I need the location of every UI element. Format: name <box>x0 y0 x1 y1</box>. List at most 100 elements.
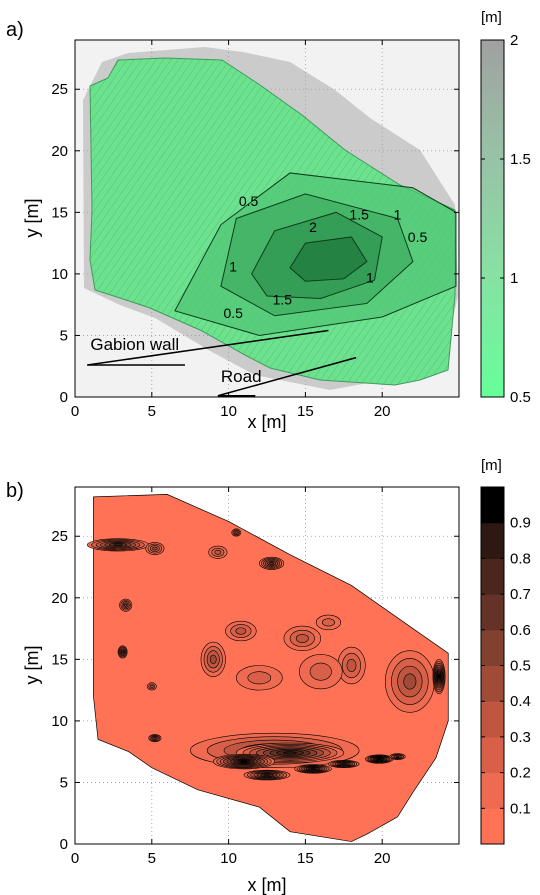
panel-b-colorbar <box>480 486 505 845</box>
difference-feature <box>432 659 446 695</box>
colorbar-step <box>481 772 504 809</box>
panel-b-letter: b) <box>6 480 24 502</box>
panel-a-axes-frame <box>74 39 460 398</box>
panel-b-x-axis-label: x [m] <box>248 875 287 895</box>
difference-feature <box>148 734 162 743</box>
difference-feature <box>146 682 157 691</box>
difference-feature <box>384 650 435 713</box>
y-tick-label: 5 <box>60 774 68 791</box>
difference-feature <box>117 645 128 659</box>
annotation-label: Gabion wall <box>90 335 179 354</box>
panel-a-plot-area: 0.5 1.5 1 2 0.5 1 1 1.5 0.5 Gabion wall Road <box>75 40 459 397</box>
y-tick-label: 0 <box>60 836 68 853</box>
panel-a-x-axis-label: x [m] <box>248 412 287 432</box>
annotation-label: Road <box>221 367 262 386</box>
panel-a-colorbar-unit: [m] <box>481 9 502 26</box>
panel-b-x-ticks: 0 5 10 15 20 <box>71 487 391 867</box>
y-tick-label: 15 <box>51 651 68 668</box>
difference-feature <box>119 598 133 612</box>
contour-label: 1.5 <box>349 207 369 223</box>
contour-label: 1.5 <box>273 292 293 308</box>
contour-ring <box>269 561 274 565</box>
y-tick-label: 10 <box>51 713 68 730</box>
x-tick-label: 5 <box>148 850 156 867</box>
y-tick-label: 25 <box>51 81 68 98</box>
contour-ring <box>377 758 381 760</box>
panel-a-y-ticks: 0 5 10 15 20 25 <box>51 81 459 406</box>
contour-label: 0.5 <box>223 305 243 321</box>
contour-label: 0.5 <box>408 229 428 245</box>
panel-a-annotations: Gabion wall Road <box>87 329 357 397</box>
panel-b-features <box>86 528 446 781</box>
colorbar-tick-label: 0.8 <box>510 550 531 567</box>
contour-ring <box>295 634 309 643</box>
panel-b-colorbar-unit: [m] <box>481 457 502 474</box>
panel-a-y-axis-label: y [m] <box>22 199 42 238</box>
difference-feature <box>235 742 345 764</box>
contour-ring <box>346 659 357 672</box>
contour-ring <box>121 650 124 654</box>
difference-feature <box>365 754 394 764</box>
contour-label: 2 <box>309 219 317 235</box>
colorbar-tick-label: 0.9 <box>510 515 531 532</box>
colorbar-tick-label: 0.4 <box>510 693 531 710</box>
contour-ring <box>214 549 222 555</box>
colorbar-step <box>481 594 504 631</box>
y-tick-label: 10 <box>51 266 68 283</box>
difference-feature <box>283 625 322 652</box>
contour-ring <box>438 674 441 679</box>
difference-feature <box>298 654 343 690</box>
colorbar-tick-label: 0.2 <box>510 765 531 782</box>
colorbar-step <box>481 487 504 524</box>
difference-feature <box>259 556 285 570</box>
panel-b-y-ticks: 0 5 10 15 20 25 <box>51 528 459 853</box>
colorbar-step <box>481 701 504 738</box>
colorbar-tick-label: 0.1 <box>510 800 531 817</box>
contour-ring <box>283 751 298 755</box>
contour-ring <box>153 737 157 740</box>
annotation-leader-line <box>217 356 357 397</box>
contour-ring <box>113 543 123 547</box>
x-tick-label: 10 <box>220 850 237 867</box>
colorbar-step <box>481 736 504 774</box>
contour-label: 1 <box>366 270 374 286</box>
colorbar-tick-label: 1 <box>510 270 518 287</box>
difference-feature <box>208 545 228 559</box>
panel-a-letter: a) <box>6 19 24 41</box>
contour-label: 0.5 <box>239 193 259 209</box>
difference-feature <box>315 614 342 631</box>
difference-feature <box>337 646 366 685</box>
contour-ring <box>124 603 128 607</box>
panel-a-colorbar-ticks: 0.5 1 1.5 2 <box>481 32 531 406</box>
contour-ring <box>395 755 400 758</box>
contour-ring <box>240 760 248 763</box>
annotation-leader-line <box>87 329 329 366</box>
contour-ring <box>152 546 158 551</box>
contour-label: 1 <box>394 207 402 223</box>
contour-ring <box>341 763 347 765</box>
difference-feature <box>200 641 226 677</box>
difference-feature <box>145 542 165 556</box>
y-tick-label: 20 <box>51 590 68 607</box>
difference-feature <box>328 759 360 768</box>
colorbar-tick-label: 0.5 <box>510 658 531 675</box>
contour-ring <box>403 673 417 690</box>
y-tick-label: 5 <box>60 327 68 344</box>
colorbar-tick-label: 0.5 <box>510 389 531 406</box>
contour-label: 1 <box>229 258 237 274</box>
difference-feature <box>235 665 283 691</box>
panel-b-axes-frame <box>74 486 460 845</box>
difference-feature <box>389 753 406 760</box>
contour-ring <box>235 627 247 635</box>
panel-a-contour-labels: 0.5 1.5 1 2 0.5 1 1 1.5 0.5 <box>223 193 427 321</box>
difference-feature <box>212 753 275 770</box>
contour-level-2 <box>289 236 368 282</box>
colorbar-tick-label: 1.5 <box>510 151 531 168</box>
panel-b-y-axis-label: y [m] <box>22 646 42 685</box>
x-tick-label: 20 <box>374 850 391 867</box>
colorbar-tick-label: 0.7 <box>510 586 531 603</box>
contour-ring <box>310 768 316 770</box>
x-tick-label: 10 <box>220 403 237 420</box>
difference-feature <box>86 538 150 552</box>
x-tick-label: 5 <box>148 403 156 420</box>
